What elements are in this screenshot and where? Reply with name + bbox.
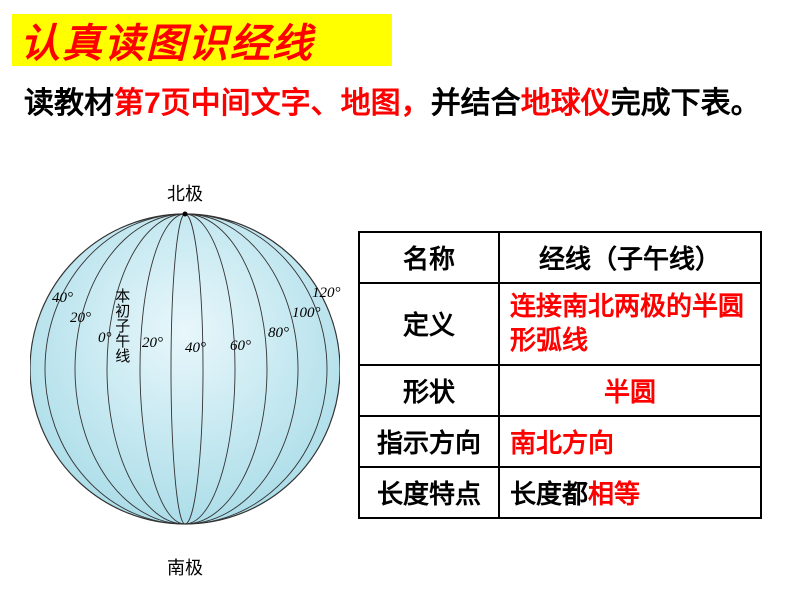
north-pole-label: 北极 [167,180,203,206]
table-row: 定义 连接南北两极的半圆形弧线 [359,283,761,365]
deg-label-2: 0° [98,330,112,347]
row5-label: 长度特点 [359,467,499,518]
table-row: 形状 半圆 [359,365,761,416]
instruction-text: 读教材第7页中间文字、地图，并结合地球仪完成下表。 [24,82,770,126]
instr-seg-5: 完成下表。 [611,87,761,120]
title-band: 认真读图识经线 [12,14,392,66]
table-row: 指示方向 南北方向 [359,416,761,467]
south-pole-label: 南极 [167,554,203,580]
row2-label: 定义 [359,283,499,365]
globe-svg [30,204,340,534]
row3-label: 形状 [359,365,499,416]
deg-label-5: 60° [230,338,251,355]
prime-meridian-label: 本初子午线 [112,288,129,363]
row4-label: 指示方向 [359,416,499,467]
deg-label-4: 40° [185,340,206,357]
instr-seg-3: 并结合 [431,87,521,120]
table-row: 名称 经线（子午线） [359,232,761,283]
deg-label-6: 80° [268,325,289,342]
row2-value: 连接南北两极的半圆形弧线 [499,283,761,365]
row1-label: 名称 [359,232,499,283]
deg-label-7: 100° [292,305,321,322]
instr-seg-2: 第7页中间文字、地图， [114,87,431,120]
row5-pre: 长度都 [510,479,588,509]
deg-label-0: 40° [52,290,73,307]
instr-seg-4: 地球仪 [521,87,611,120]
meridian-table: 名称 经线（子午线） 定义 连接南北两极的半圆形弧线 形状 半圆 指示方向 南北… [358,231,762,519]
table-row: 长度特点 长度都相等 [359,467,761,518]
globe-diagram: 北极 40° 20° 0° 20° 40° 60° 80° 1 [20,180,350,580]
instr-seg-1: 读教材 [24,87,114,120]
deg-label-3: 20° [142,335,163,352]
row3-value: 半圆 [499,365,761,416]
row5-red: 相等 [588,479,640,509]
row4-value: 南北方向 [499,416,761,467]
page-title: 认真读图识经线 [20,11,314,69]
deg-label-1: 20° [70,310,91,327]
row1-value: 经线（子午线） [499,232,761,283]
row5-value: 长度都相等 [499,467,761,518]
deg-label-8: 120° [312,285,341,302]
